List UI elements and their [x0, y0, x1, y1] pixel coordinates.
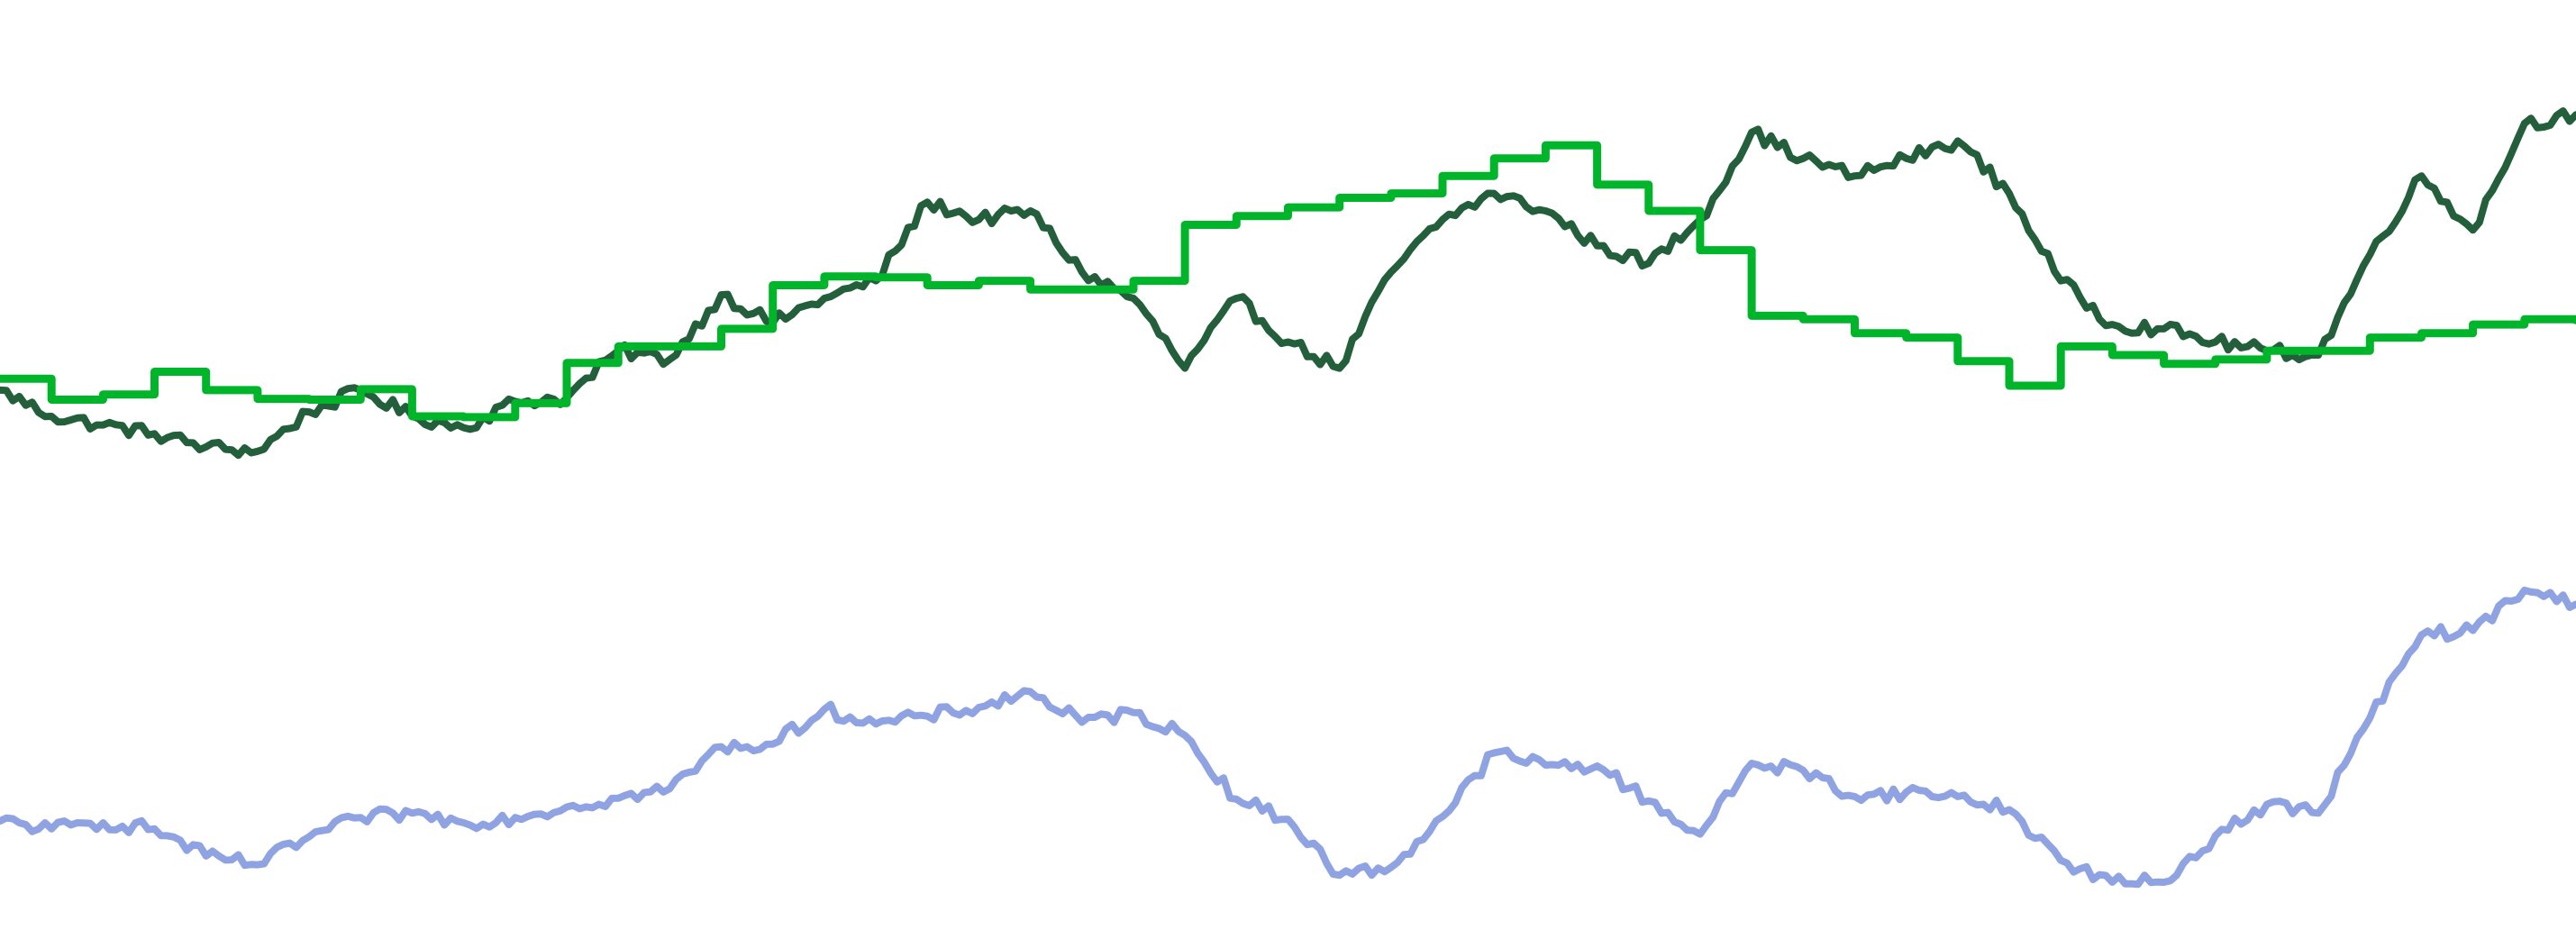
series-line-2 [0, 141, 2576, 422]
series-layer [0, 107, 2576, 889]
series-line-3 [0, 587, 2576, 889]
series-line-1 [0, 107, 2576, 460]
